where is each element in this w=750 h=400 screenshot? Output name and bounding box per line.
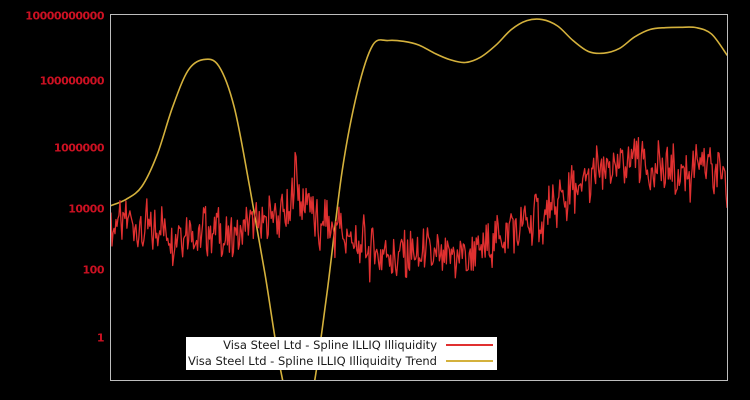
series-line-trend	[111, 18, 727, 380]
y-tick-label: 1	[96, 331, 105, 345]
y-tick-label: 1000000	[53, 141, 105, 155]
plot-area	[110, 14, 728, 381]
legend-label: Visa Steel Ltd - Spline ILLIQ Illiquidit…	[223, 338, 437, 352]
y-tick-label: 10000	[68, 202, 104, 216]
y-tick-label: 100000000	[39, 74, 105, 88]
legend-label: Visa Steel Ltd - Spline ILLIQ Illiquidit…	[187, 354, 437, 368]
y-tick-label: 10000000000	[25, 9, 104, 23]
legend-color-swatch	[446, 360, 493, 362]
y-axis-tick-labels: 10000000000 100000000 1000000 10000 100 …	[0, 0, 104, 400]
legend-entry-illiquidity: Visa Steel Ltd - Spline ILLIQ Illiquidit…	[186, 337, 497, 353]
legend: Visa Steel Ltd - Spline ILLIQ Illiquidit…	[186, 337, 497, 370]
y-tick-label: 100	[82, 263, 105, 277]
series-line-illiquidity	[111, 136, 727, 283]
legend-color-swatch	[446, 344, 493, 346]
chart-canvas	[111, 18, 727, 380]
legend-entry-trend: Visa Steel Ltd - Spline ILLIQ Illiquidit…	[186, 353, 497, 369]
